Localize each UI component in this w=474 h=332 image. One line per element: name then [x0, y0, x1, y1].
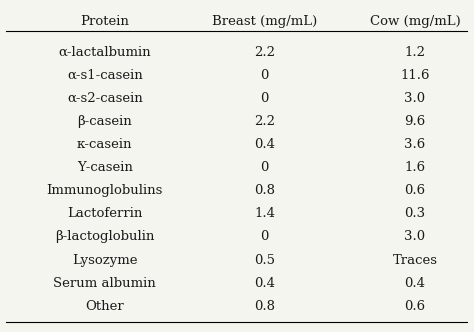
Text: Other: Other [85, 300, 124, 313]
Text: α-s2-casein: α-s2-casein [67, 92, 143, 105]
Text: Immunoglobulins: Immunoglobulins [46, 184, 163, 197]
Text: 0.4: 0.4 [254, 138, 275, 151]
Text: β-casein: β-casein [77, 115, 132, 128]
Text: 9.6: 9.6 [404, 115, 426, 128]
Text: 1.2: 1.2 [404, 46, 426, 59]
Text: 1.4: 1.4 [254, 208, 275, 220]
Text: α-lactalbumin: α-lactalbumin [58, 46, 151, 59]
Text: 0.8: 0.8 [254, 184, 275, 197]
Text: 11.6: 11.6 [400, 69, 429, 82]
Text: 2.2: 2.2 [254, 115, 275, 128]
Text: 0.4: 0.4 [254, 277, 275, 290]
Text: β-lactoglobulin: β-lactoglobulin [55, 230, 155, 243]
Text: Protein: Protein [80, 15, 129, 28]
Text: 1.6: 1.6 [404, 161, 426, 174]
Text: 0.4: 0.4 [404, 277, 426, 290]
Text: 0: 0 [260, 230, 269, 243]
Text: Cow (mg/mL): Cow (mg/mL) [370, 15, 460, 28]
Text: 3.6: 3.6 [404, 138, 426, 151]
Text: Breast (mg/mL): Breast (mg/mL) [212, 15, 317, 28]
Text: 0.3: 0.3 [404, 208, 426, 220]
Text: 0: 0 [260, 69, 269, 82]
Text: 0: 0 [260, 92, 269, 105]
Text: 2.2: 2.2 [254, 46, 275, 59]
Text: 0: 0 [260, 161, 269, 174]
Text: κ-casein: κ-casein [77, 138, 133, 151]
Text: Traces: Traces [392, 254, 438, 267]
Text: 0.6: 0.6 [404, 184, 426, 197]
Text: Lactoferrin: Lactoferrin [67, 208, 143, 220]
Text: Serum albumin: Serum albumin [54, 277, 156, 290]
Text: 0.5: 0.5 [254, 254, 275, 267]
Text: 0.8: 0.8 [254, 300, 275, 313]
Text: α-s1-casein: α-s1-casein [67, 69, 143, 82]
Text: Υ-casein: Υ-casein [77, 161, 133, 174]
Text: 0.6: 0.6 [404, 300, 426, 313]
Text: 3.0: 3.0 [404, 92, 426, 105]
Text: Lysozyme: Lysozyme [72, 254, 137, 267]
Text: 3.0: 3.0 [404, 230, 426, 243]
